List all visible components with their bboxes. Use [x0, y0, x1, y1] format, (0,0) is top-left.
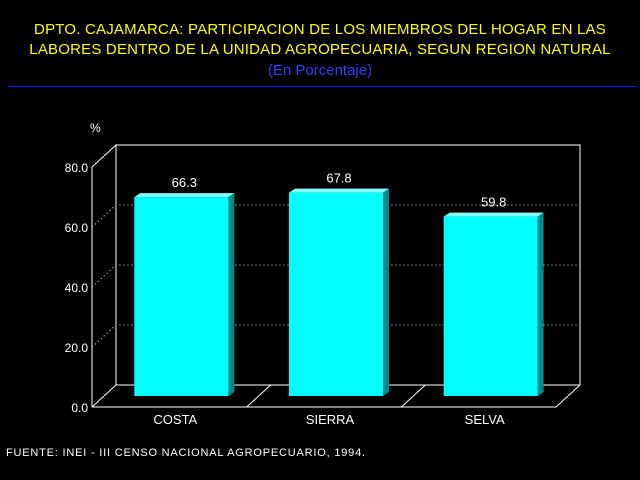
chart-title: DPTO. CAJAMARCA: PARTICIPACION DE LOS MI…	[0, 20, 640, 60]
y-axis-ticks: 0.0 20.0 40.0 60.0 80.0	[65, 161, 89, 415]
bar-sierra	[289, 192, 383, 396]
x-axis-categories: COSTA SIERRA SELVA	[153, 412, 505, 427]
data-labels: 66.3 67.8 59.8	[172, 171, 507, 210]
chart-title-line-1: DPTO. CAJAMARCA: PARTICIPACION DE LOS MI…	[34, 21, 606, 38]
header-divider	[8, 86, 636, 87]
x-category-label: COSTA	[153, 412, 197, 427]
data-label: 59.8	[481, 195, 506, 210]
chart-title-line-2: LABORES DENTRO DE LA UNIDAD AGROPECUARIA…	[29, 41, 611, 58]
bar-side	[537, 212, 544, 396]
x-category-label: SELVA	[465, 412, 505, 427]
bar-top	[289, 188, 389, 193]
x-category-label: SIERRA	[306, 412, 355, 427]
chart-gridlines	[91, 204, 580, 348]
chart-bars	[134, 188, 544, 396]
gridline	[91, 264, 580, 288]
bar-side	[383, 188, 389, 396]
y-axis-label: %	[90, 121, 101, 135]
bar-side	[228, 193, 235, 396]
y-tick-label: 60.0	[65, 221, 89, 235]
gridline	[91, 324, 580, 348]
y-tick-label: 80.0	[65, 161, 89, 175]
y-tick-label: 40.0	[65, 281, 89, 295]
bar-selva	[443, 216, 538, 396]
data-label: 66.3	[172, 175, 197, 190]
floor-divider	[400, 384, 426, 408]
source-note: FUENTE: INEI - III CENSO NACIONAL AGROPE…	[6, 447, 366, 459]
bar-costa	[134, 197, 229, 396]
floor-divider	[246, 384, 272, 408]
y-tick-label: 0.0	[71, 401, 88, 415]
bar-top	[443, 212, 544, 217]
bar-top	[134, 193, 235, 198]
gridline	[91, 204, 580, 228]
data-label: 67.8	[326, 171, 351, 186]
y-tick-label: 20.0	[65, 341, 89, 355]
chart-subtitle: (En Porcentaje)	[267, 62, 373, 79]
